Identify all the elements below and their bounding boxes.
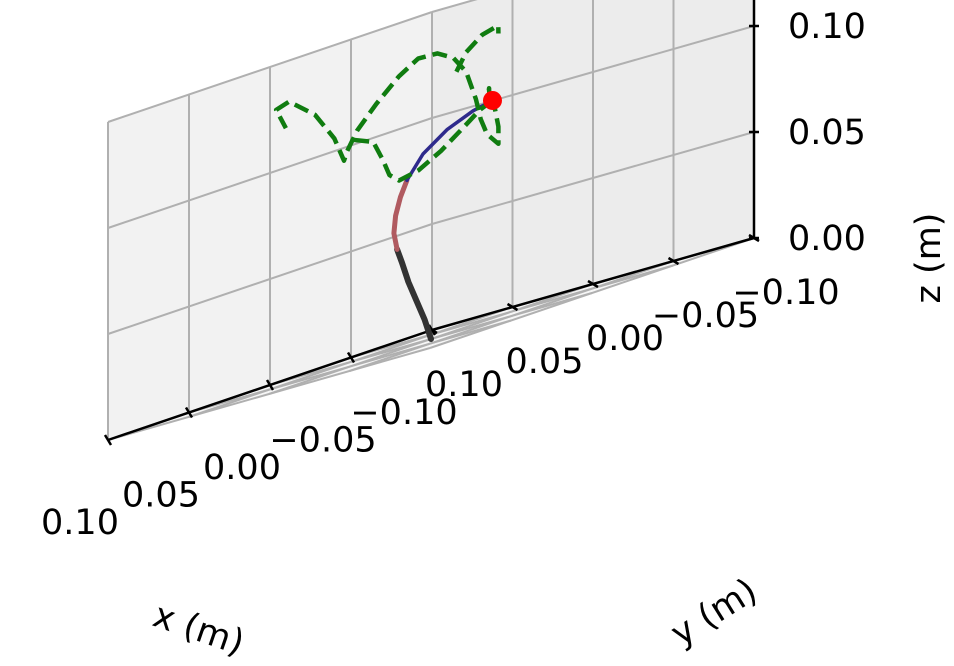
- tick-mark: [667, 256, 680, 266]
- grid-line: [431, 131, 755, 225]
- workspace-curve-3: [454, 23, 501, 73]
- grid-line: [188, 306, 513, 418]
- tick-mark: [103, 434, 113, 446]
- z-tick-label: 0.05: [788, 113, 866, 153]
- x-tick-label: −0.05: [269, 421, 376, 461]
- tick-mark: [184, 406, 194, 419]
- robot-segment-1: [394, 246, 434, 342]
- workspace-curve-2: [353, 98, 494, 183]
- tick-mark: [346, 351, 356, 364]
- grid-line: [107, 11, 433, 123]
- robot-segment-2: [391, 177, 410, 252]
- y-tick-label: 0.05: [506, 342, 584, 382]
- x-tick-label: 0.05: [122, 476, 200, 516]
- z-tick-label: 0.00: [788, 219, 866, 259]
- x-axis-label: x (m): [148, 596, 249, 664]
- y-tick-label: 0.00: [586, 319, 664, 359]
- y-tick-label: −0.05: [652, 296, 759, 336]
- tip-marker: [482, 90, 502, 110]
- tick-mark: [587, 279, 599, 289]
- x-tick-label: 0.00: [203, 448, 281, 488]
- grid-line: [107, 223, 433, 335]
- axis-tick-labels: 0.100.050.00−0.05−0.10−0.10−0.050.000.05…: [41, 7, 866, 543]
- tick-mark: [265, 379, 275, 391]
- tick-mark: [506, 302, 519, 312]
- x-tick-label: −0.10: [350, 393, 457, 433]
- grid-line: [107, 117, 433, 229]
- axis-ticks: [103, 24, 760, 446]
- z-tick-label: 0.10: [788, 7, 866, 47]
- y-tick-label: 0.10: [425, 365, 503, 405]
- z-axis-label: z (m): [909, 213, 949, 304]
- plot-series: [273, 23, 502, 342]
- grid-line: [349, 260, 674, 372]
- y-axis-label: y (m): [664, 571, 764, 654]
- y-tick-label: −0.10: [732, 273, 839, 313]
- x-tick-label: 0.10: [41, 503, 119, 543]
- grid-line: [429, 237, 755, 349]
